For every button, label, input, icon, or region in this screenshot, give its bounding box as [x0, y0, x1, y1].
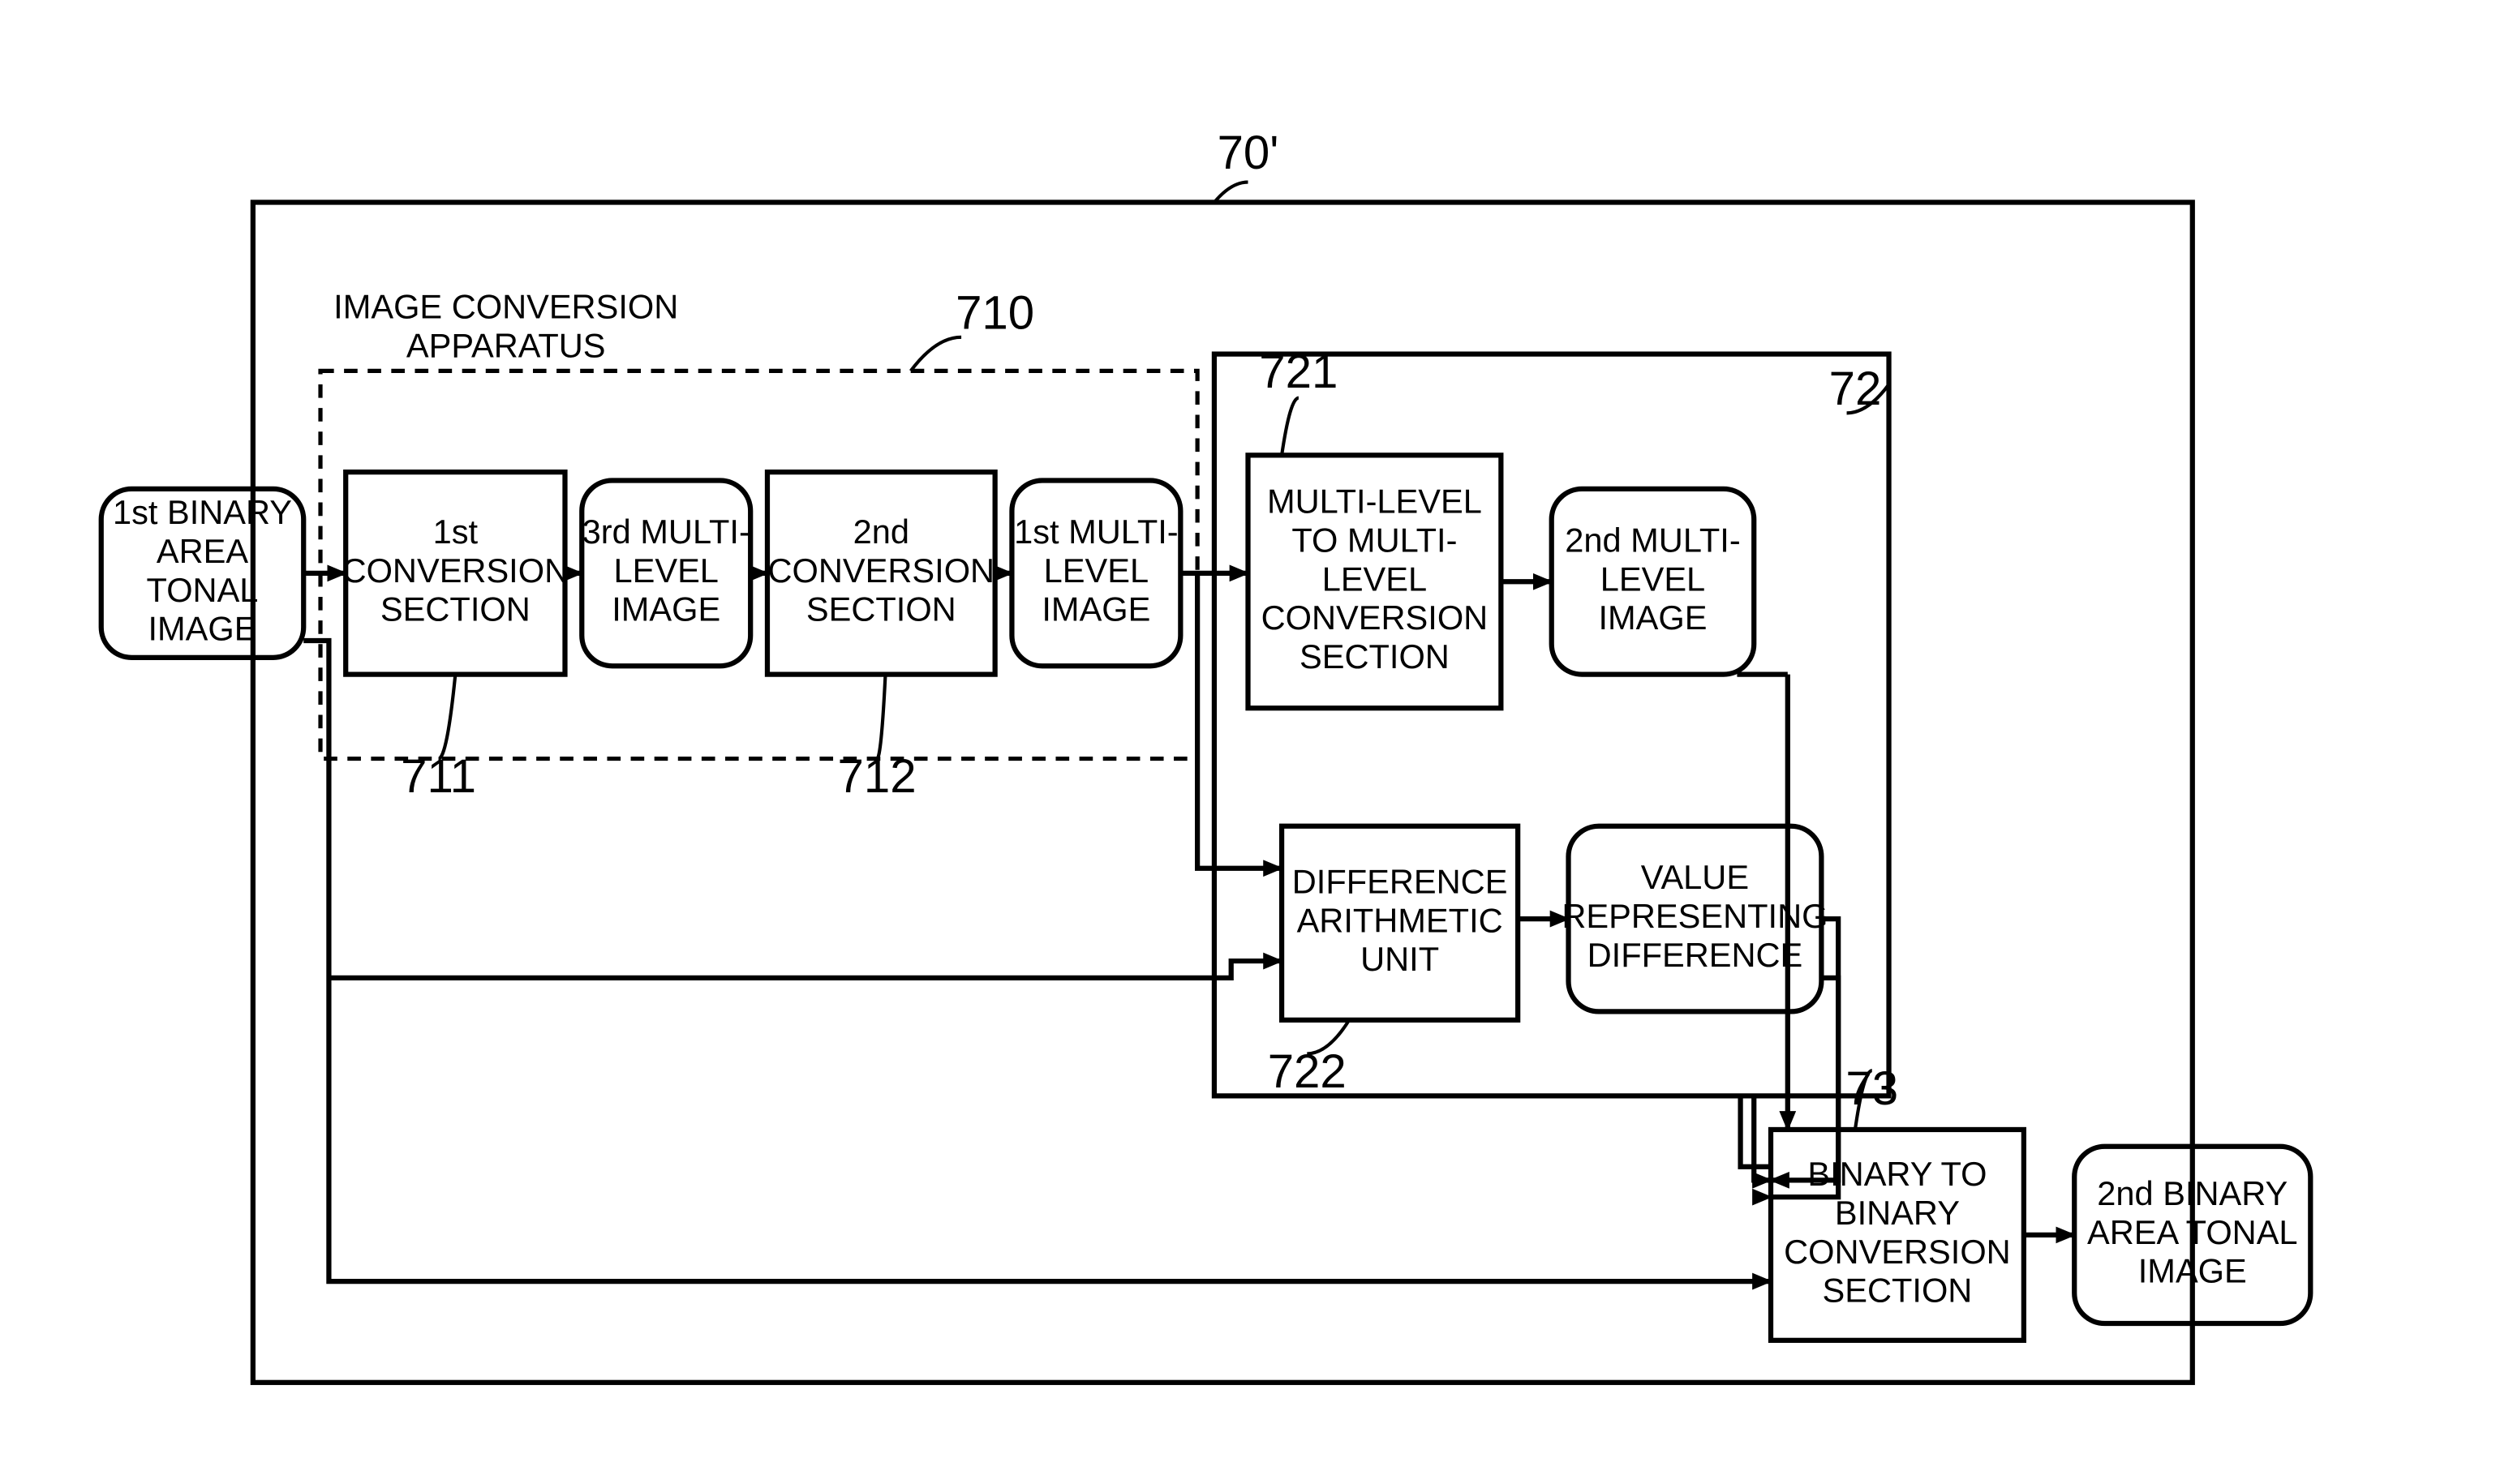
svg-text:721: 721 — [1259, 345, 1338, 398]
svg-text:BINARY TO: BINARY TO — [1807, 1155, 1987, 1193]
svg-text:SECTION: SECTION — [806, 590, 956, 628]
svg-text:SECTION: SECTION — [380, 590, 531, 628]
svg-text:MULTI-LEVEL: MULTI-LEVEL — [1267, 483, 1482, 521]
svg-text:IMAGE: IMAGE — [148, 610, 256, 648]
svg-text:2nd BINARY: 2nd BINARY — [2097, 1174, 2288, 1212]
svg-text:UNIT: UNIT — [1360, 940, 1439, 978]
svg-text:TONAL: TONAL — [147, 571, 259, 609]
svg-text:CONVERSION: CONVERSION — [342, 551, 569, 590]
svg-text:DIFFERENCE: DIFFERENCE — [1292, 862, 1508, 900]
svg-text:VALUE: VALUE — [1641, 858, 1749, 896]
svg-text:72: 72 — [1829, 362, 1882, 415]
svg-text:ARITHMETIC: ARITHMETIC — [1297, 901, 1503, 939]
svg-text:AREA: AREA — [157, 532, 248, 570]
svg-text:CONVERSION: CONVERSION — [1784, 1233, 2011, 1271]
svg-text:LEVEL: LEVEL — [1044, 551, 1149, 590]
svg-text:70': 70' — [1218, 127, 1279, 179]
svg-text:SECTION: SECTION — [1300, 637, 1450, 676]
svg-text:LEVEL: LEVEL — [1322, 560, 1427, 598]
svg-text:1st MULTI-: 1st MULTI- — [1014, 513, 1179, 551]
svg-text:AREA TONAL: AREA TONAL — [2087, 1213, 2298, 1251]
svg-text:IMAGE CONVERSION: IMAGE CONVERSION — [333, 287, 678, 325]
svg-text:IMAGE: IMAGE — [1598, 598, 1707, 637]
svg-text:SECTION: SECTION — [1823, 1272, 1973, 1310]
svg-text:BINARY: BINARY — [1835, 1194, 1960, 1232]
diagram-canvas: 70'IMAGE CONVERSIONAPPARATUS710727211st … — [0, 0, 2496, 1484]
svg-text:LEVEL: LEVEL — [614, 551, 719, 590]
svg-text:2nd: 2nd — [853, 513, 909, 551]
svg-text:1st BINARY: 1st BINARY — [113, 493, 292, 531]
svg-text:2nd MULTI-: 2nd MULTI- — [1565, 521, 1740, 559]
svg-text:IMAGE: IMAGE — [2138, 1252, 2247, 1290]
svg-text:710: 710 — [956, 286, 1034, 339]
svg-text:CONVERSION: CONVERSION — [768, 551, 995, 590]
svg-text:APPARATUS: APPARATUS — [406, 326, 606, 364]
svg-text:TO MULTI-: TO MULTI- — [1291, 521, 1457, 559]
svg-text:IMAGE: IMAGE — [1042, 590, 1150, 628]
svg-text:3rd MULTI-: 3rd MULTI- — [582, 513, 750, 551]
svg-text:CONVERSION: CONVERSION — [1261, 598, 1489, 637]
svg-text:LEVEL: LEVEL — [1600, 560, 1705, 598]
svg-text:722: 722 — [1268, 1045, 1347, 1098]
svg-text:IMAGE: IMAGE — [612, 590, 720, 628]
svg-text:DIFFERENCE: DIFFERENCE — [1587, 936, 1803, 974]
svg-text:1st: 1st — [433, 513, 479, 551]
